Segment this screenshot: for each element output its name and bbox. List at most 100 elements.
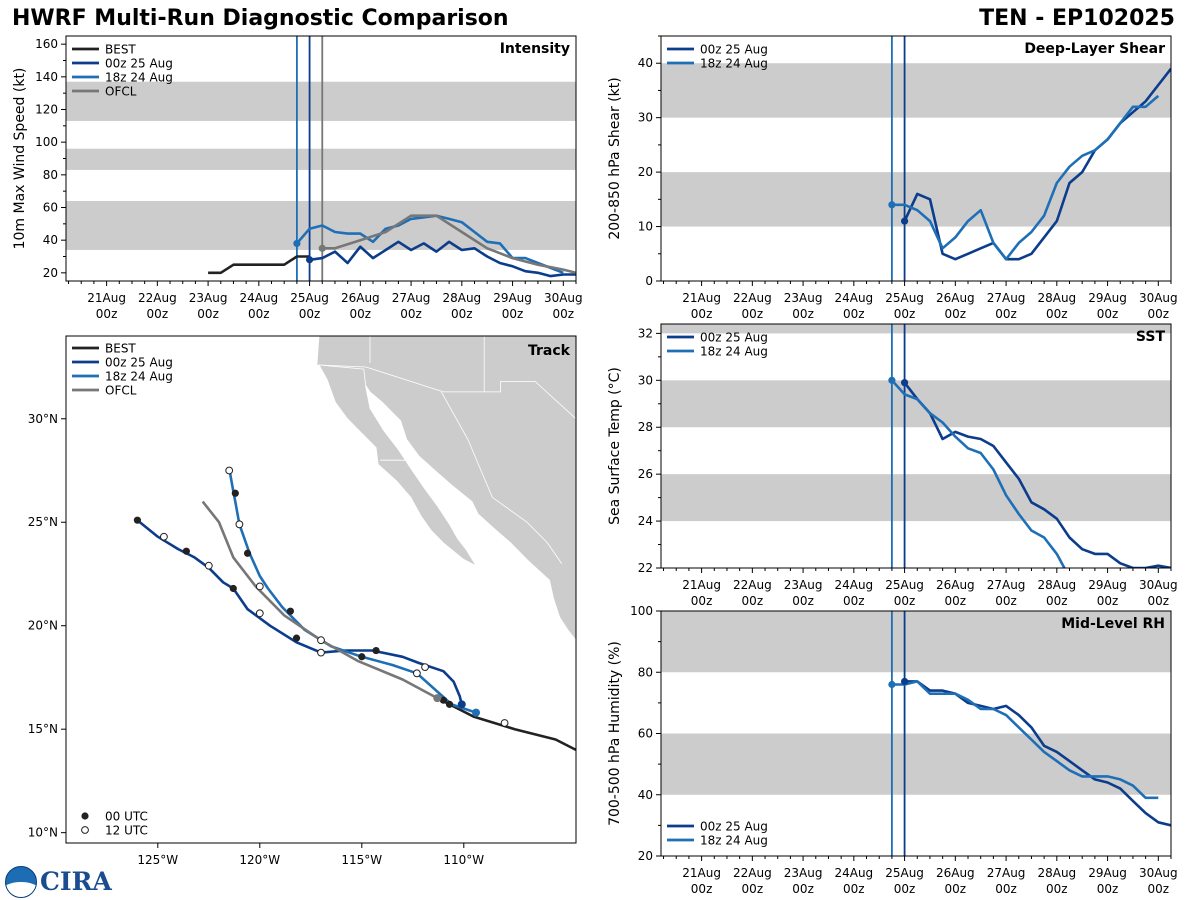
- intensity-legend-label-ofcl: OFCL: [105, 85, 137, 99]
- shear-ytick-label: 40: [638, 56, 653, 70]
- shear-legend-label-run18: 18z 24 Aug: [700, 57, 768, 71]
- intensity-xtick-label: 29Aug: [493, 291, 532, 305]
- track-start-run18: [472, 708, 481, 717]
- sst-xtick-sub: 00z: [1097, 594, 1119, 608]
- shear-marker-run18: [888, 201, 896, 209]
- intensity-legend-label-best: BEST: [105, 43, 136, 57]
- intensity-marker-run18: [293, 239, 301, 248]
- shear-series-run00: [903, 67, 1171, 261]
- shear-title: Deep-Layer Shear: [1024, 41, 1165, 57]
- shear-xtick-sub: 00z: [945, 307, 967, 321]
- sst-xtick-sub: 00z: [945, 594, 967, 608]
- shear-xtick-label: 28Aug: [1037, 291, 1076, 305]
- track-point-00utc: [229, 584, 237, 593]
- rh-plot-area: [661, 611, 1171, 856]
- sst-frame: [660, 323, 1172, 569]
- rh-xtick-label: 22Aug: [733, 866, 772, 880]
- state-border: [441, 391, 563, 564]
- shear-xtick-sub: 00z: [792, 307, 814, 321]
- intensity-xtick-sub: 00z: [248, 307, 270, 321]
- rh-ytick-label: 80: [638, 665, 653, 679]
- track-point-00utc: [445, 700, 454, 708]
- rh-series-run18: [891, 680, 1159, 800]
- rh-legend-label-run00: 00z 25 Aug: [700, 820, 768, 834]
- intensity-ytick-label: 40: [43, 233, 58, 247]
- sst-xtick-label: 30Aug: [1139, 578, 1178, 592]
- shear-xtick-label: 26Aug: [936, 291, 975, 305]
- sst-band-0: [661, 474, 1171, 522]
- rh-xtick-sub: 00z: [894, 882, 916, 896]
- track-legend-label-00utc: 00 UTC: [105, 810, 148, 824]
- intensity-legend-label-run00: 00z 25 Aug: [105, 57, 173, 71]
- intensity-xtick-sub: 00z: [197, 307, 219, 321]
- sst-xtick-label: 27Aug: [987, 578, 1026, 592]
- track-title: Track: [528, 343, 571, 359]
- rh-xtick-sub: 00z: [691, 882, 713, 896]
- rh-ytick-label: 20: [638, 849, 653, 863]
- sst-marker-run18: [888, 376, 896, 384]
- intensity-ytick-label: 160: [35, 37, 58, 51]
- track-point-12utc: [204, 561, 213, 570]
- rh-band-1: [661, 611, 1171, 673]
- track-legend-label-ofcl: OFCL: [105, 384, 137, 398]
- track-point-00utc: [133, 516, 141, 524]
- sst-plot-area: [661, 324, 1171, 568]
- sst-ytick-label: 24: [638, 514, 653, 528]
- shear-xtick-sub: 00z: [691, 307, 713, 321]
- intensity-title: Intensity: [500, 41, 570, 57]
- rh-xtick-sub: 00z: [1148, 882, 1170, 896]
- intensity-xtick-label: 27Aug: [392, 291, 431, 305]
- track-point-00utc: [292, 634, 301, 642]
- sst-xtick-sub: 00z: [1148, 594, 1170, 608]
- intensity-marker-ofcl: [318, 244, 326, 252]
- intensity-xtick-sub: 00z: [299, 307, 321, 321]
- sst-xtick-sub: 00z: [894, 594, 916, 608]
- storm-id-label: TEN - EP102025: [979, 6, 1175, 31]
- track-legend-filled-marker: [81, 812, 89, 820]
- rh-series-run00: [904, 680, 1171, 827]
- track-point-00utc: [439, 696, 447, 704]
- noaa-logo-icon: [5, 866, 37, 898]
- shear-xtick-label: 22Aug: [733, 291, 772, 305]
- sst-xtick-label: 24Aug: [834, 578, 873, 592]
- sst-ytick-label: 30: [638, 373, 653, 387]
- track-lon-label: 120°W: [239, 853, 280, 867]
- intensity-ytick-label: 120: [35, 103, 58, 117]
- rh-xtick-sub: 00z: [1097, 882, 1119, 896]
- sst-band-1: [661, 380, 1171, 428]
- rh-xtick-label: 21Aug: [682, 866, 721, 880]
- shear-plot-area: [661, 36, 1171, 281]
- intensity-xtick-sub: 00z: [96, 307, 118, 321]
- shear-xtick-sub: 00z: [742, 307, 764, 321]
- shear-xtick-label: 27Aug: [987, 291, 1026, 305]
- track-point-12utc: [412, 669, 421, 678]
- rh-xtick-sub: 00z: [1046, 882, 1068, 896]
- intensity-marker-run00: [305, 256, 314, 264]
- sst-ytick-label: 26: [638, 467, 653, 481]
- track-point-12utc: [255, 609, 264, 618]
- rh-xtick-label: 27Aug: [987, 866, 1026, 880]
- shear-ytick-label: 10: [638, 220, 653, 234]
- track-point-12utc: [160, 532, 168, 541]
- sst-series-run00: [903, 381, 1171, 568]
- intensity-xtick-label: 26Aug: [341, 291, 380, 305]
- track-point-12utc: [500, 719, 509, 727]
- sst-series-run18: [890, 379, 1066, 568]
- shear-xtick-label: 23Aug: [784, 291, 823, 305]
- shear-xtick-sub: 00z: [843, 307, 865, 321]
- rh-ytick-label: 100: [630, 604, 653, 618]
- shear-ylabel: 200-850 hPa Shear (kt): [607, 77, 623, 239]
- track-lat-label: 25°N: [28, 515, 58, 529]
- rh-xtick-label: 29Aug: [1088, 866, 1127, 880]
- sst-legend-label-run00: 00z 25 Aug: [700, 331, 768, 345]
- rh-xtick-label: 25Aug: [885, 866, 924, 880]
- track-legend-open-marker: [81, 826, 89, 834]
- shear-marker-run00: [900, 217, 909, 225]
- intensity-xtick-sub: 00z: [400, 307, 422, 321]
- rh-xtick-label: 26Aug: [936, 866, 975, 880]
- intensity-xtick-label: 25Aug: [290, 291, 329, 305]
- sst-title: SST: [1136, 329, 1166, 345]
- intensity-series-run00: [309, 240, 576, 278]
- intensity-ytick-label: 100: [35, 135, 58, 149]
